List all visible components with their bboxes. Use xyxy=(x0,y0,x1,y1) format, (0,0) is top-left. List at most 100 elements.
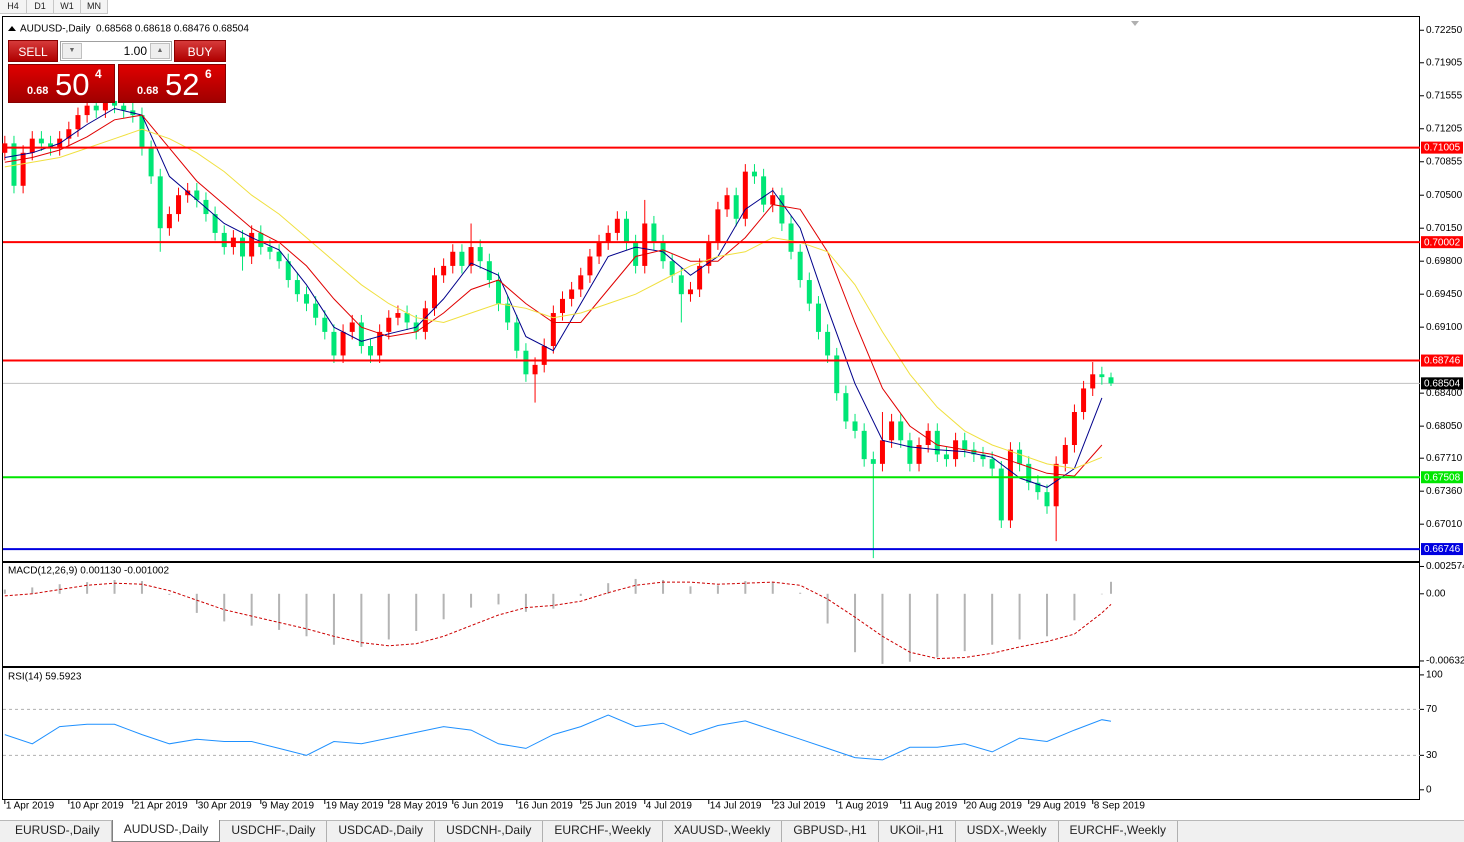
y-tick-label: 0.71205 xyxy=(1426,123,1463,134)
candle-body xyxy=(1071,412,1077,446)
candle-body xyxy=(66,129,72,139)
chart-tab[interactable]: EURUSD-,Daily xyxy=(4,821,112,842)
collapse-arrow[interactable] xyxy=(8,26,16,31)
timeframe-button[interactable]: MN xyxy=(81,0,108,14)
candle-body xyxy=(395,313,401,318)
candle-body xyxy=(203,199,209,215)
x-tick-label: 9 May 2019 xyxy=(262,801,315,812)
macd-bar xyxy=(497,593,500,605)
candle-body xyxy=(514,322,520,351)
macd-bar xyxy=(195,593,198,613)
candle-body xyxy=(852,421,858,431)
macd-bar xyxy=(908,593,911,662)
candle-body xyxy=(953,440,959,460)
chart-tab[interactable]: EURCHF-,Weekly xyxy=(543,821,663,842)
candle-body xyxy=(925,430,931,446)
x-tick-label: 20 Aug 2019 xyxy=(966,801,1023,812)
chart-tab[interactable]: USDCAD-,Daily xyxy=(327,821,436,842)
chart-tab[interactable]: EURCHF-,Weekly xyxy=(1059,821,1178,842)
buy-price[interactable]: 0.68 52 6 xyxy=(118,64,226,103)
macd-bar xyxy=(113,579,116,594)
candle-body xyxy=(806,280,812,304)
y-tick-label: 0.70855 xyxy=(1426,156,1463,167)
timeframe-button[interactable]: D1 xyxy=(27,0,54,14)
chart-tabs: EURUSD-,Daily AUDUSD-,Daily USDCHF-,Daily U… xyxy=(0,820,1464,842)
candle-body xyxy=(459,251,465,266)
candle-body xyxy=(779,195,785,224)
price-small: 0.68 xyxy=(27,85,49,97)
x-tick-label: 25 Jun 2019 xyxy=(582,801,637,812)
candle-body xyxy=(121,105,127,111)
candle-body xyxy=(176,195,182,215)
candle-body xyxy=(358,322,364,347)
y-tick-label: 0 xyxy=(1426,784,1432,795)
macd-bar xyxy=(524,593,527,612)
volume: 1.00 xyxy=(123,44,147,58)
candle-body xyxy=(623,218,629,243)
level-label-bg xyxy=(1421,141,1463,154)
level-label: 0.70002 xyxy=(1424,237,1461,248)
macd-bar xyxy=(552,593,555,609)
candle-body xyxy=(20,152,26,186)
macd-bar xyxy=(305,593,308,637)
candle-body xyxy=(751,171,757,177)
level-label: 0.67508 xyxy=(1424,472,1461,483)
y-tick-label: 0.69800 xyxy=(1426,256,1463,267)
candle-body xyxy=(724,195,730,210)
chart-tab[interactable]: AUDUSD-,Daily xyxy=(111,820,221,842)
macd-bar xyxy=(470,593,473,608)
x-tick-label: 1 Aug 2019 xyxy=(838,801,889,812)
sell-price[interactable]: 0.68 50 4 xyxy=(8,64,115,103)
level-label: 0.68746 xyxy=(1424,356,1461,367)
chart-tab[interactable]: GBPUSD-,H1 xyxy=(782,821,879,842)
chart-tab[interactable]: XAUUSD-,Weekly xyxy=(663,821,783,842)
y-tick-label: 70 xyxy=(1426,704,1438,715)
y-tick-label: 0.67010 xyxy=(1426,519,1463,530)
chart-frame xyxy=(2,16,1420,800)
candle-body xyxy=(578,275,584,290)
bid-label-bg xyxy=(1421,377,1463,390)
spin-down[interactable]: ▼ xyxy=(62,43,82,59)
chart-tab[interactable]: UKOil-,H1 xyxy=(879,821,956,842)
timeframe-button[interactable]: H4 xyxy=(0,0,27,14)
x-tick-label: 10 Apr 2019 xyxy=(70,801,124,812)
macd-bar xyxy=(86,582,89,594)
candle-body xyxy=(980,454,986,460)
timeframe-toolbar: H4 D1 W1 MN xyxy=(0,0,108,14)
macd-bar xyxy=(799,592,802,594)
chart-tab[interactable]: USDCNH-,Daily xyxy=(435,821,544,842)
macd-bar xyxy=(1110,581,1113,594)
candle-body xyxy=(998,468,1004,521)
shift-marker[interactable] xyxy=(1131,21,1139,26)
price-big: 50 xyxy=(55,67,90,102)
timeframe-button[interactable]: W1 xyxy=(54,0,81,14)
y-tick-label: 30 xyxy=(1426,750,1438,761)
candle-body xyxy=(934,430,940,455)
y-tick-label: 0.69450 xyxy=(1426,289,1463,300)
candle-body xyxy=(331,331,337,356)
moving-average xyxy=(4,114,1103,477)
candle-body xyxy=(523,350,529,375)
candle-body xyxy=(112,100,118,106)
volume-spinner[interactable]: ▼ 1.00 ▲ xyxy=(60,41,172,61)
buy-button[interactable]: BUY xyxy=(174,40,226,62)
candle-body xyxy=(505,303,511,323)
candle-body xyxy=(249,232,255,257)
candle-body xyxy=(48,143,54,149)
candle-body xyxy=(166,214,172,229)
candle-body xyxy=(431,275,437,309)
sell-button[interactable]: SELL xyxy=(8,40,58,62)
y-tick-label: 0.71905 xyxy=(1426,57,1463,68)
candle-body xyxy=(715,209,721,243)
x-tick-label: 11 Aug 2019 xyxy=(902,801,958,812)
y-tick-label: 100 xyxy=(1426,670,1443,681)
macd-bar xyxy=(250,593,253,626)
macd-bar xyxy=(332,593,335,645)
chart-tab[interactable]: USDX-,Weekly xyxy=(956,821,1059,842)
y-tick-label: 0.67360 xyxy=(1426,486,1463,497)
chart-tab[interactable]: USDCHF-,Daily xyxy=(220,821,328,842)
spin-up[interactable]: ▲ xyxy=(150,43,170,59)
candle-body xyxy=(11,143,17,186)
